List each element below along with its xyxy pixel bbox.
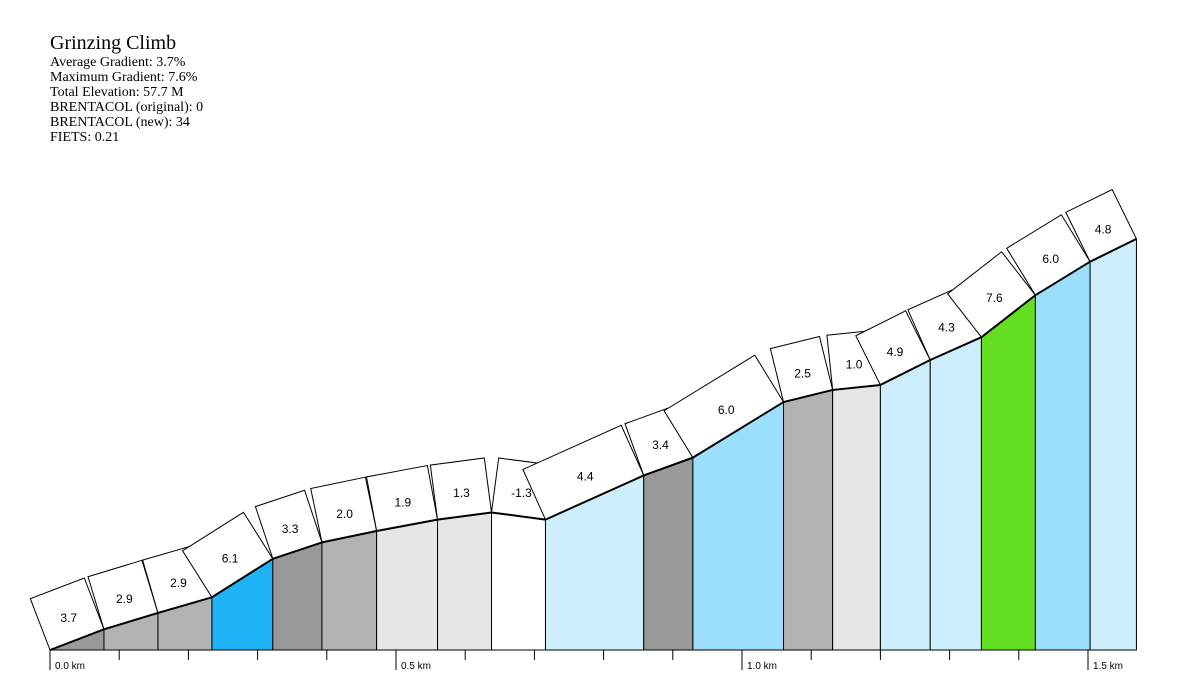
gradient-labels: 3.7 2.9 2.9 6.1 3.3 2.0 1.9 1.3 -1.3 4.4 3.4 6.0 2.5… <box>60 223 1111 626</box>
segment-fills <box>49 238 1137 651</box>
segment-fill <box>643 456 694 651</box>
segment-fill <box>832 384 881 651</box>
gradient-label: 4.9 <box>887 345 904 359</box>
segment-fill <box>1089 238 1137 651</box>
gradient-label: 6.0 <box>1042 252 1059 266</box>
gradient-label: 2.5 <box>794 367 811 381</box>
gradient-label: 2.0 <box>336 507 353 521</box>
segment-fill <box>1034 260 1091 651</box>
gradient-label: 1.9 <box>394 496 411 510</box>
stat-total-elevation: Total Elevation: 57.7 M <box>50 85 184 100</box>
gradient-label: 7.6 <box>986 291 1003 305</box>
stat-fiets: FIETS: 0.21 <box>50 130 120 145</box>
gradient-label: -1.3 <box>511 486 532 500</box>
gradient-label: 3.3 <box>282 522 299 536</box>
title-block: Grinzing Climb Average Gradient: 3.7% Ma… <box>50 31 203 145</box>
stat-average-gradient: Average Gradient: 3.7% <box>50 55 186 70</box>
gradient-label: 3.7 <box>60 611 77 625</box>
segment-fill <box>879 359 931 651</box>
segment-fill <box>490 511 546 651</box>
segment-fill <box>980 294 1036 651</box>
chart-title: Grinzing Climb <box>50 32 177 54</box>
segment-fill <box>272 541 323 651</box>
gradient-label: 6.1 <box>222 552 239 566</box>
stat-brentacol-new: BRENTACOL (new): 34 <box>50 115 190 130</box>
profile-line <box>49 237 1137 651</box>
segment-fill <box>783 389 834 651</box>
x-tick-label: 1.5 km <box>1093 661 1123 672</box>
gradient-label: 4.4 <box>577 470 594 484</box>
gradient-label: 6.0 <box>718 403 735 417</box>
gradient-label-band <box>29 188 1138 651</box>
gradient-label: 2.9 <box>116 592 133 606</box>
gradient-label: 4.8 <box>1095 223 1112 237</box>
gradient-label: 1.3 <box>453 486 470 500</box>
x-tick-label: 0.0 km <box>55 661 85 672</box>
gradient-label: 3.4 <box>652 438 669 452</box>
x-tick-label: 1.0 km <box>747 661 777 672</box>
segment-fill <box>437 511 492 651</box>
segment-fill <box>321 530 378 651</box>
gradient-label: 4.3 <box>938 321 955 335</box>
x-tick-label: 0.5 km <box>401 661 431 672</box>
stat-maximum-gradient: Maximum Gradient: 7.6% <box>50 70 198 85</box>
elevation-line <box>49 237 1137 651</box>
segment-fill <box>376 519 439 651</box>
gradient-label: 2.9 <box>170 576 187 590</box>
stat-brentacol-original: BRENTACOL (original): 0 <box>50 100 204 115</box>
segment-fill <box>929 336 982 651</box>
gradient-label: 1.0 <box>846 358 863 372</box>
x-axis: 0.0 km 0.5 km 1.0 km 1.5 km <box>49 649 1137 672</box>
